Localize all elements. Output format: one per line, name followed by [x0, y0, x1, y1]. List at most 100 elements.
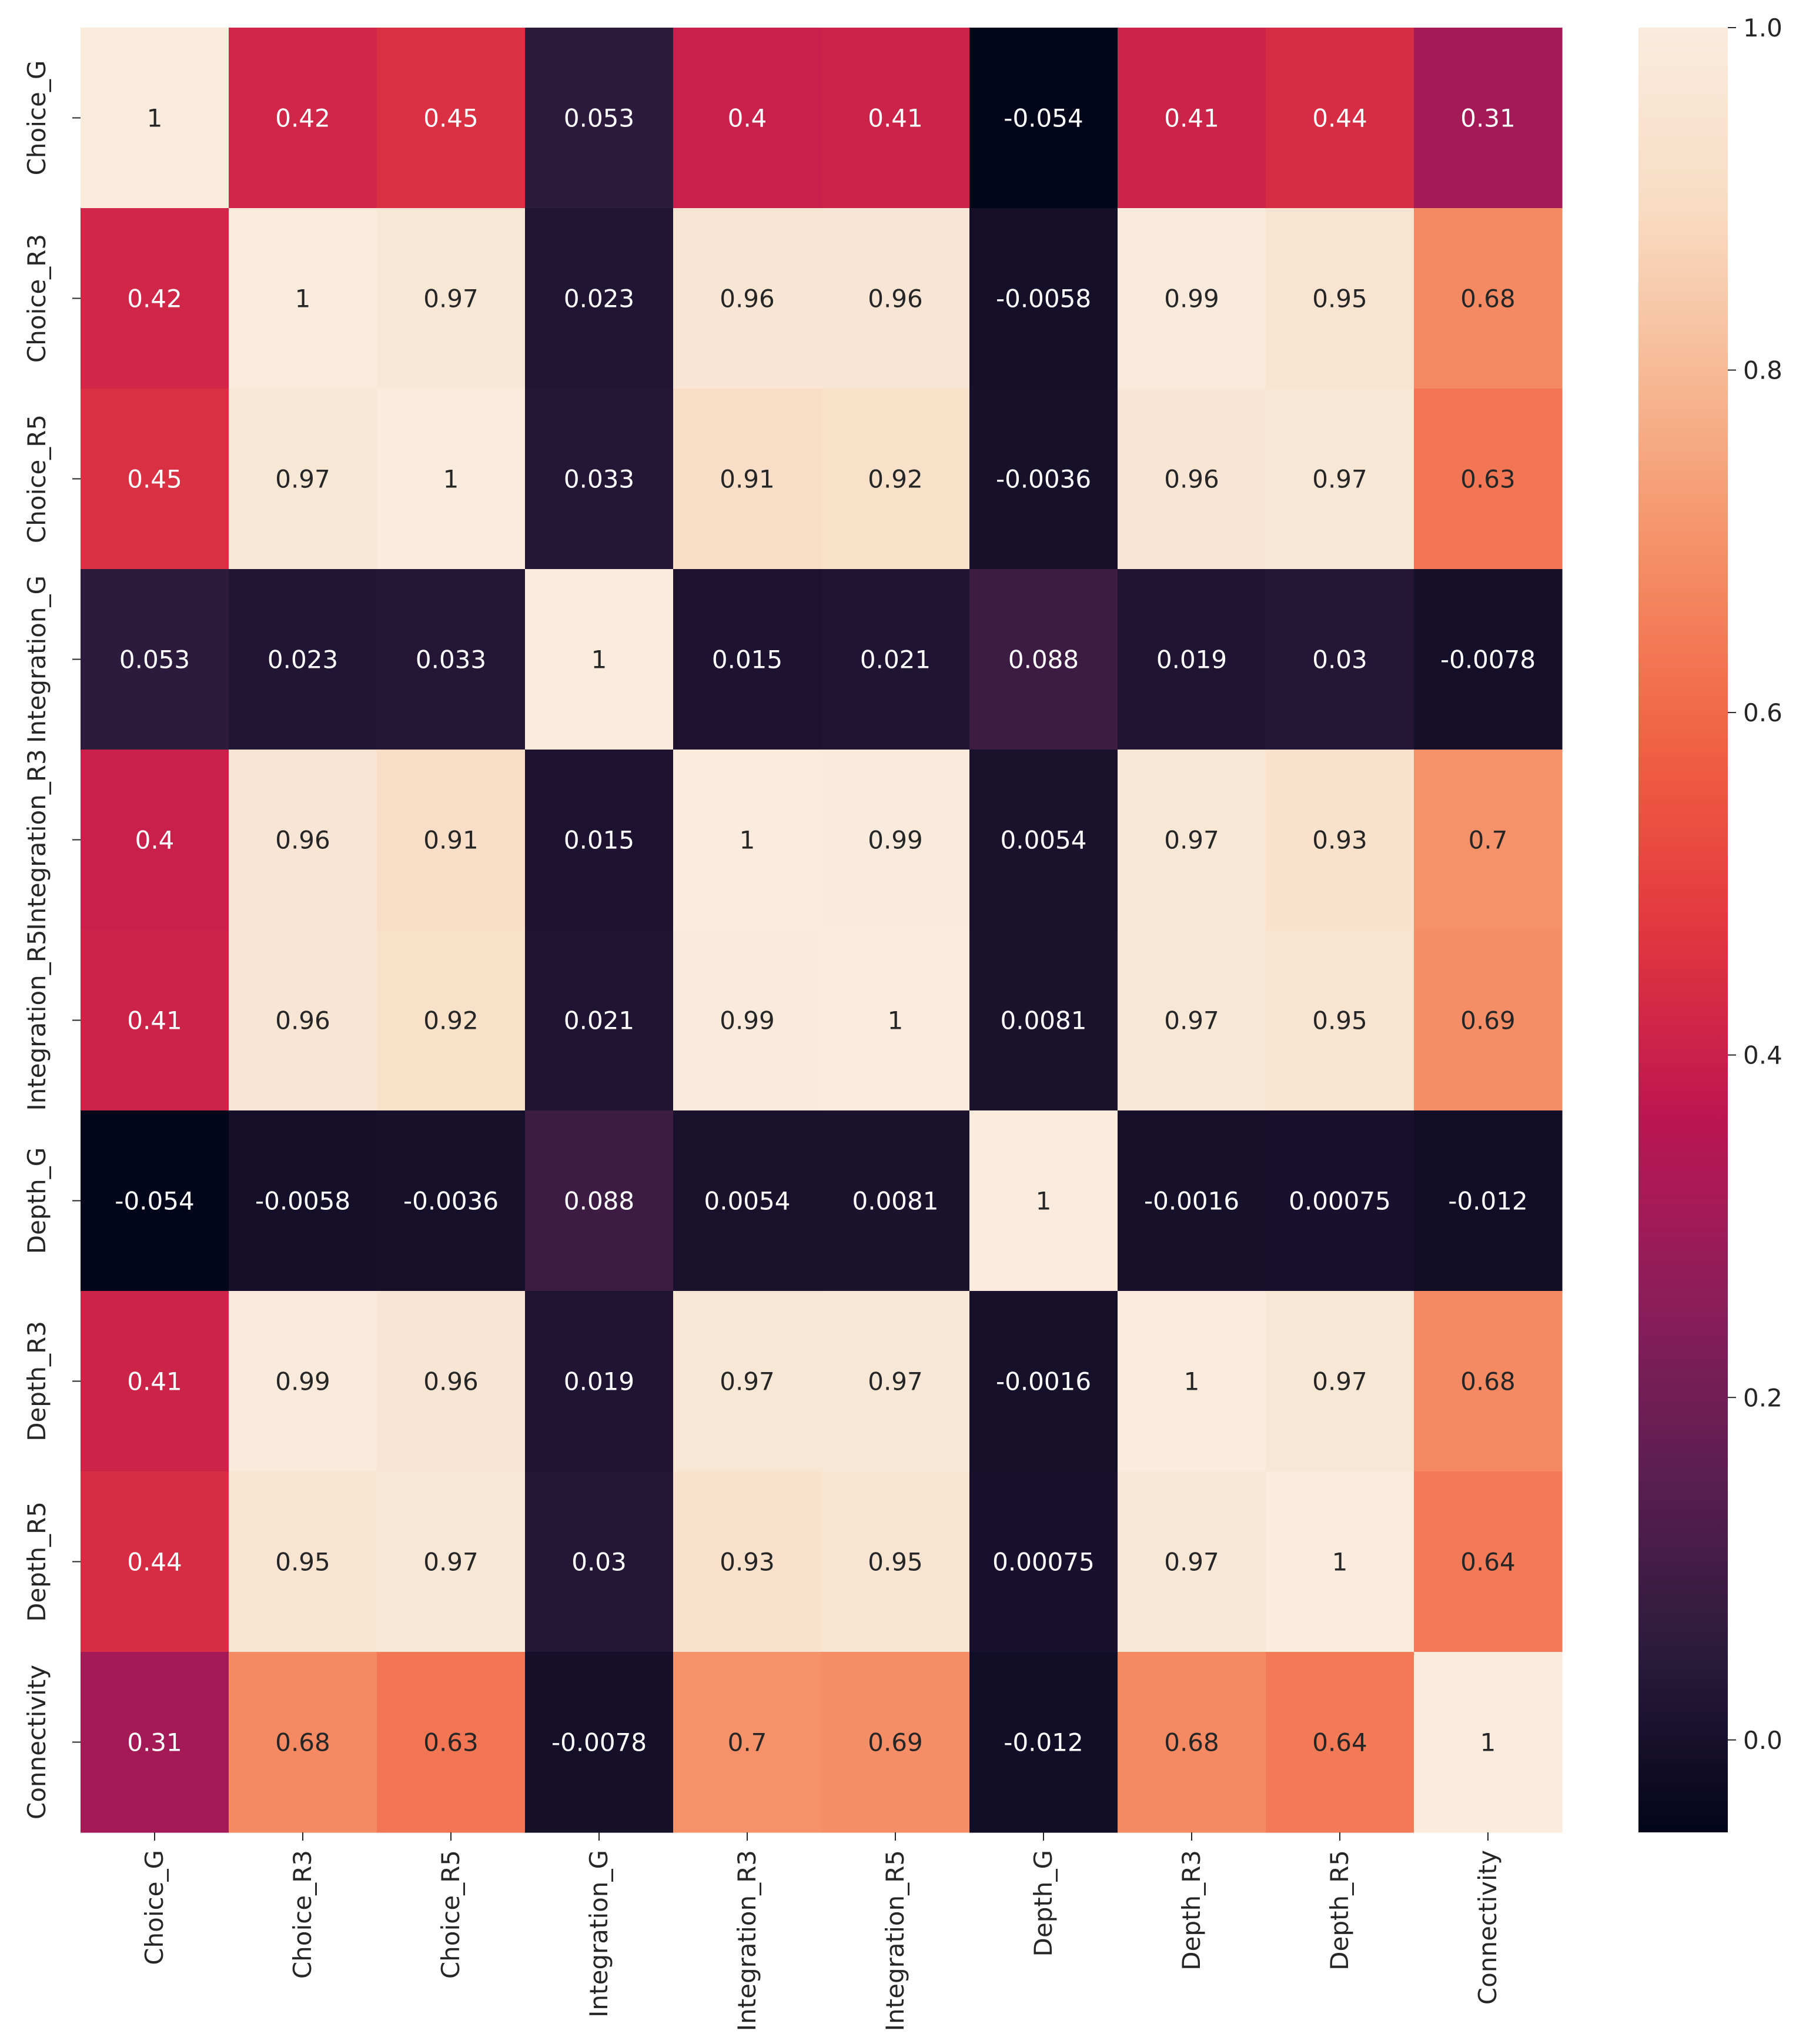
cell-annotation: 0.088 — [1008, 645, 1079, 674]
heatmap-cell — [525, 28, 674, 209]
cell-annotation: 0.053 — [564, 104, 634, 133]
cell-annotation: 0.4 — [135, 826, 175, 855]
heatmap-cell — [969, 930, 1118, 1111]
cell-annotation: -0.054 — [115, 1187, 194, 1216]
x-tick-label: Connectivity — [1473, 1850, 1502, 2005]
cell-annotation: 0.96 — [1164, 465, 1219, 494]
heatmap-cell — [377, 569, 526, 750]
y-tick-label: Depth_G — [22, 1148, 51, 1254]
heatmap-cell — [969, 389, 1118, 570]
y-tick-label: Choice_R3 — [22, 234, 51, 363]
x-tick-label: Integration_R5 — [881, 1850, 909, 2031]
heatmap-cell — [525, 208, 674, 389]
heatmap-cell — [229, 1652, 377, 1833]
cell-annotation: 0.96 — [720, 285, 775, 313]
heatmap-cell — [1266, 208, 1414, 389]
heatmap-cell — [1414, 569, 1563, 750]
heatmap-cell — [229, 389, 377, 570]
cell-annotation: 0.023 — [267, 645, 338, 674]
cell-annotation: -0.0036 — [403, 1187, 499, 1216]
cell-annotation: 0.0054 — [1001, 826, 1087, 855]
heatmap-cell — [1118, 1652, 1266, 1833]
cell-annotation: -0.0016 — [996, 1367, 1091, 1396]
heatmap-cell — [1118, 208, 1266, 389]
heatmap-cell — [525, 930, 674, 1111]
cell-annotation: 0.95 — [868, 1548, 923, 1577]
heatmap-cell — [969, 1110, 1118, 1292]
heatmap-cell — [229, 1471, 377, 1652]
cell-annotation: 0.41 — [1164, 104, 1219, 133]
cell-annotation: 0.91 — [423, 826, 479, 855]
heatmap-cell — [673, 389, 822, 570]
cell-annotation: 0.97 — [423, 285, 479, 313]
heatmap-cell — [377, 1291, 526, 1472]
cell-annotation: 1 — [443, 465, 459, 494]
colorbar-tick-label: 0.0 — [1743, 1726, 1782, 1755]
heatmap-cell — [1118, 569, 1266, 750]
cell-annotation: 0.63 — [423, 1728, 479, 1757]
y-tick-label: Integration_R3 — [22, 749, 51, 930]
heatmap-cell — [1118, 1291, 1266, 1472]
heatmap-cell — [1414, 750, 1563, 931]
heatmap-cell — [525, 1652, 674, 1833]
heatmap-cell — [821, 1291, 970, 1472]
heatmap-cell — [81, 1471, 229, 1652]
y-axis-labels: Choice_G Choice_R3 Choice_R5 Integration_G I… — [22, 61, 81, 1819]
cell-annotation: 0.021 — [860, 645, 931, 674]
cell-annotation: 0.69 — [868, 1728, 923, 1757]
cell-annotation: 0.45 — [423, 104, 479, 133]
heatmap-cell — [673, 1291, 822, 1472]
heatmap-cell — [1266, 569, 1414, 750]
heatmap-cell — [821, 28, 970, 209]
x-tick-label: Choice_R3 — [288, 1850, 317, 1979]
cell-annotation: 0.00075 — [992, 1548, 1095, 1577]
cell-annotation: 1 — [1480, 1728, 1496, 1757]
cell-annotation: 0.97 — [423, 1548, 479, 1577]
colorbar-ticks: 0.0 0.2 0.4 0.6 0.8 1.0 — [1728, 14, 1782, 1755]
heatmap-cell — [821, 208, 970, 389]
cell-annotation: 0.0081 — [1001, 1006, 1087, 1035]
cell-annotation: 0.99 — [868, 826, 923, 855]
cell-annotation: 0.95 — [1312, 1006, 1367, 1035]
heatmap-cell — [673, 1110, 822, 1292]
cell-annotation: 1 — [888, 1006, 904, 1035]
cell-annotation: 0.31 — [127, 1728, 182, 1757]
heatmap-cell — [969, 1291, 1118, 1472]
heatmap-cell — [1266, 1291, 1414, 1472]
cell-annotation: -0.0078 — [551, 1728, 647, 1757]
colorbar-tick-label: 0.4 — [1743, 1041, 1782, 1070]
heatmap-cell — [1414, 1471, 1563, 1652]
heatmap-cell — [1266, 1110, 1414, 1292]
heatmap-cell — [673, 750, 822, 931]
heatmap-cell — [1118, 28, 1266, 209]
heatmap-cell — [1266, 28, 1414, 209]
heatmap-cell — [377, 1471, 526, 1652]
cell-annotation: 0.96 — [275, 826, 330, 855]
cell-annotation: 0.64 — [1460, 1548, 1516, 1577]
heatmap-cells: 1 0.42 0.45 0.053 0.4 0.41 -0.054 0.41 0.44 0.310… — [81, 28, 1563, 1833]
heatmap-cell — [821, 750, 970, 931]
heatmap-cell — [821, 1652, 970, 1833]
heatmap-cell — [1118, 1471, 1266, 1652]
cell-annotation: 0.97 — [1164, 1006, 1219, 1035]
cell-annotation: 0.41 — [127, 1367, 182, 1396]
heatmap-cell — [1414, 208, 1563, 389]
heatmap-cell — [821, 389, 970, 570]
heatmap-cell — [1414, 930, 1563, 1111]
heatmap-cell — [673, 1471, 822, 1652]
cell-annotation: 0.00075 — [1289, 1187, 1391, 1216]
heatmap-cell — [673, 28, 822, 209]
heatmap-cell — [229, 569, 377, 750]
heatmap-cell — [525, 750, 674, 931]
y-tick-label: Depth_R3 — [22, 1321, 51, 1441]
cell-annotation: 0.97 — [868, 1367, 923, 1396]
cell-annotation: 0.64 — [1312, 1728, 1367, 1757]
heatmap-cell — [377, 1652, 526, 1833]
cell-annotation: 0.019 — [1156, 645, 1227, 674]
cell-annotation: 1 — [295, 285, 311, 313]
heatmap-cell — [821, 1110, 970, 1292]
heatmap-cell — [673, 930, 822, 1111]
cell-annotation: 0.99 — [720, 1006, 775, 1035]
heatmap-cell — [81, 1110, 229, 1292]
cell-annotation: 0.68 — [1460, 1367, 1516, 1396]
